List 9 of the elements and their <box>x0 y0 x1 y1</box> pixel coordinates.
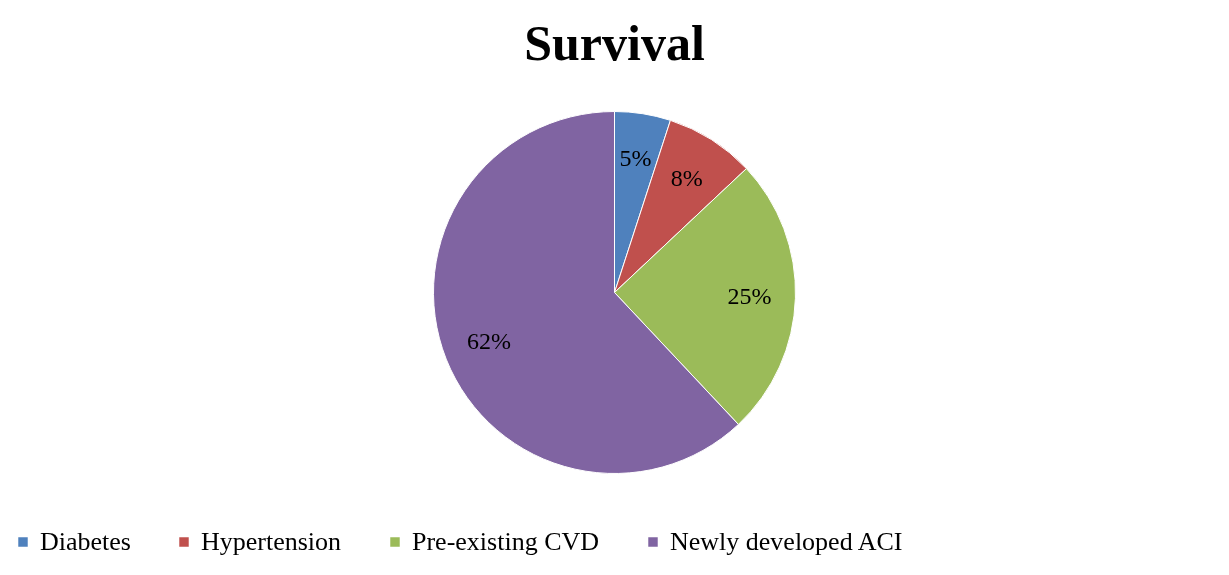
chart-title: Survival <box>524 15 705 71</box>
legend-label: Newly developed ACI <box>670 527 903 556</box>
legend-label: Hypertension <box>201 527 342 556</box>
data-label: 62% <box>466 328 511 355</box>
legend-label: Pre-existing CVD <box>412 527 600 556</box>
data-label: 8% <box>670 164 703 191</box>
data-label: 5% <box>619 145 652 172</box>
legend-label: Diabetes <box>40 527 131 556</box>
data-label: 25% <box>727 282 772 309</box>
